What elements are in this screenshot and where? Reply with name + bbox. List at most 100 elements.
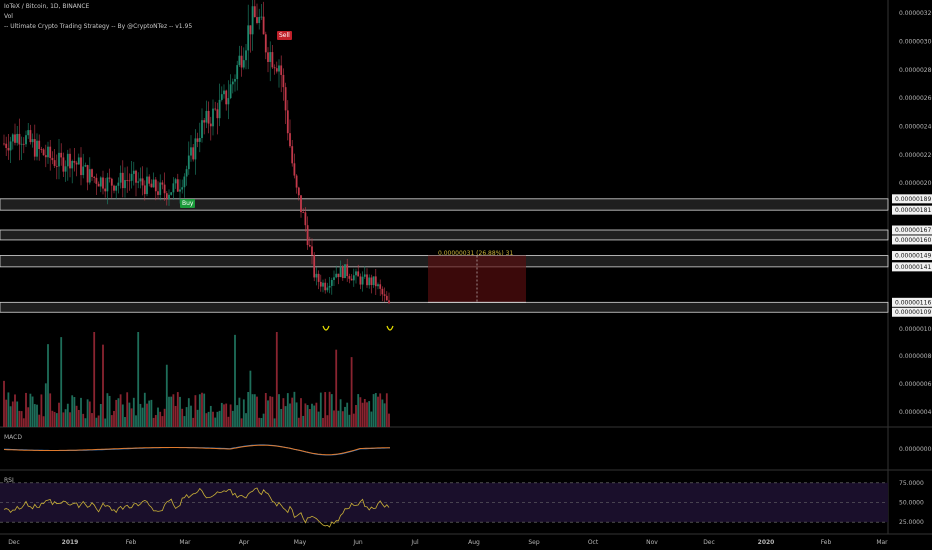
candle-body [62, 157, 65, 172]
candle-body [220, 94, 223, 100]
candle-body [271, 52, 274, 68]
volume-bar [20, 411, 23, 427]
candle-body [214, 108, 217, 110]
volume-bar [55, 413, 58, 427]
volume-bar [315, 402, 318, 427]
candle-body [187, 155, 190, 170]
volume-bar [282, 398, 285, 427]
volume-bar [82, 413, 85, 427]
volume-bar [176, 392, 179, 427]
volume-bar [130, 408, 133, 427]
candle-body [183, 176, 186, 188]
volume-bar [71, 395, 74, 427]
candle-body [42, 149, 45, 156]
volume-bar [302, 415, 305, 427]
volume-bar [278, 394, 280, 427]
volume-bar [313, 405, 316, 427]
candle-body [297, 187, 300, 196]
candle-body [27, 130, 30, 136]
volume-bar [251, 394, 254, 427]
volume-bar [146, 403, 148, 427]
time-tick-label: 2020 [758, 539, 775, 546]
candle-body [282, 74, 285, 88]
candle-body [319, 281, 322, 287]
time-tick-label: May [294, 539, 307, 546]
sr-zone-2 [0, 229, 889, 241]
candle-body [73, 160, 76, 163]
candle-body [141, 178, 144, 186]
volume-bar [126, 392, 129, 427]
volume-bar [229, 404, 232, 427]
volume-bar [60, 337, 63, 427]
macd-tick-label: 0.00000000 [899, 446, 932, 453]
volume-bar [269, 396, 272, 427]
candle-body [328, 285, 331, 288]
candle-body [117, 182, 120, 186]
candle-body [209, 123, 212, 127]
candle-body [115, 185, 118, 191]
candle-body [99, 177, 102, 187]
volume-bar [97, 415, 100, 427]
volume-bar [339, 399, 342, 427]
candle-body [357, 271, 360, 277]
candle-body [143, 185, 146, 195]
volume-bar [119, 394, 122, 427]
candle-body [154, 179, 157, 192]
volume-bar [225, 403, 228, 427]
macd-signal-line [3, 444, 390, 456]
candle-body [53, 160, 56, 166]
volume-bar [286, 393, 289, 427]
zone-level-label: 0.00000141 [895, 264, 931, 271]
volume-bar [135, 415, 137, 427]
volume-bar [293, 391, 296, 427]
volume-bar [115, 399, 118, 427]
candle-body [119, 172, 122, 183]
volume-bar [372, 394, 375, 427]
volume-tick-label: 0.00000040 [899, 409, 932, 416]
candle-body [339, 266, 342, 278]
candle-body [304, 212, 307, 226]
candle-body [335, 273, 338, 278]
volume-bar [29, 393, 32, 427]
candle-body [366, 274, 368, 286]
volume-bar [203, 393, 206, 427]
time-tick-label: Feb [821, 539, 832, 546]
candle-body [69, 153, 71, 169]
time-tick-label: Dec [703, 539, 715, 546]
candle-body [238, 55, 241, 66]
volume-bar [357, 394, 360, 427]
volume-bar [161, 416, 164, 427]
candle-body [256, 17, 258, 23]
candle-body [5, 143, 8, 148]
volume-bar [366, 402, 368, 427]
candle-body [372, 276, 375, 286]
volume-bar [168, 396, 170, 427]
candle-body [146, 176, 148, 195]
volume-bar [179, 396, 181, 427]
volume-bar [132, 397, 135, 427]
candle-body [185, 169, 188, 177]
candle-body [260, 16, 263, 18]
candle-body [66, 153, 69, 167]
candle-body [264, 34, 267, 53]
candle-body [148, 176, 151, 184]
candle-body [60, 152, 63, 158]
candle-body [293, 163, 296, 176]
volume-bar [185, 407, 188, 427]
volume-bar [216, 411, 219, 427]
candle-body [242, 60, 245, 68]
candle-body [289, 133, 291, 147]
candle-body [348, 276, 351, 279]
volume-bar [170, 396, 173, 427]
volume-bar [36, 404, 38, 427]
candle-body [36, 140, 38, 157]
candle-body [341, 266, 344, 279]
candle-body [25, 135, 27, 145]
volume-bar [73, 397, 76, 427]
volume-bar [350, 357, 353, 427]
volume-bar [157, 407, 159, 427]
volume-bar [141, 407, 144, 427]
candle-body [179, 189, 181, 192]
volume-bar [25, 392, 27, 427]
